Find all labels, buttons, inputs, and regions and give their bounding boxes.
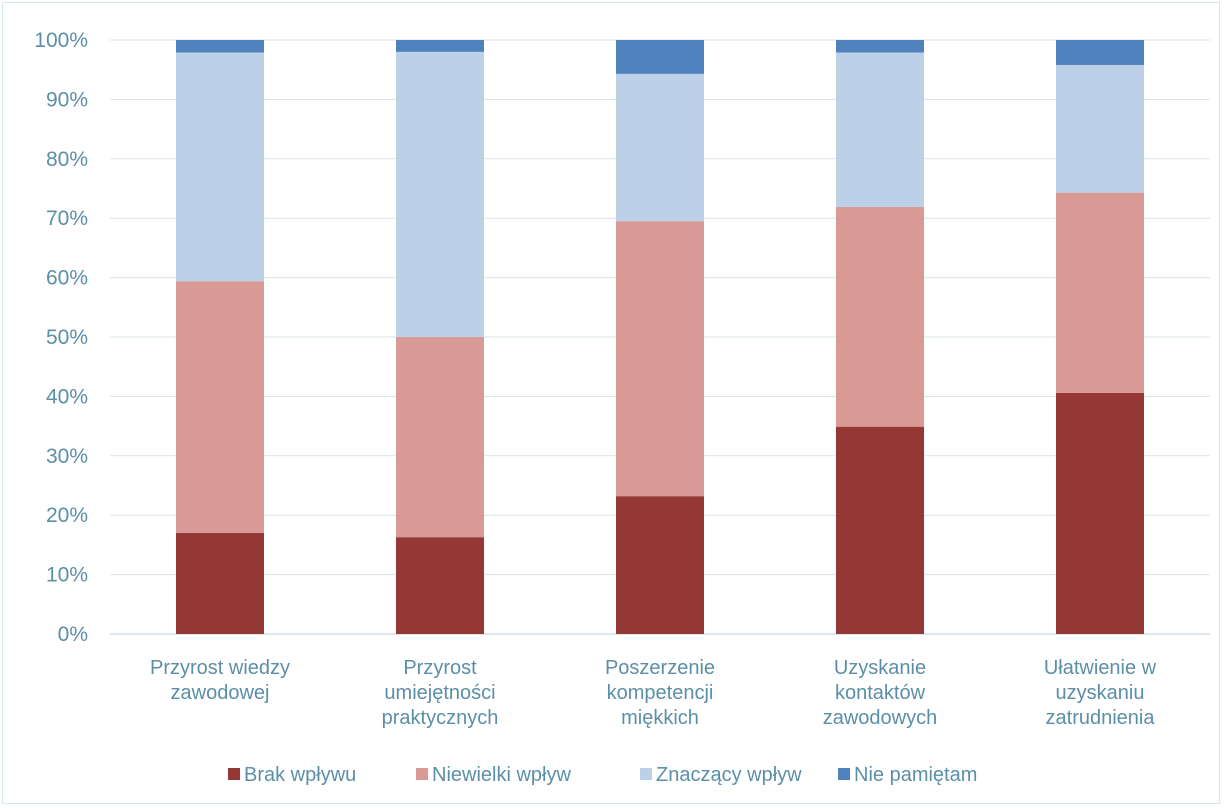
bar-segment: [396, 40, 484, 52]
bar-segment: [396, 537, 484, 634]
x-category-label-line: umiejętności: [384, 682, 495, 704]
x-category-label-line: zawodowych: [823, 707, 938, 729]
x-category-label-line: miękkich: [621, 707, 699, 729]
x-category-label: Przyrost umiejętności praktycznych: [382, 657, 499, 729]
y-tick-label: 10%: [46, 564, 88, 587]
y-tick-label: 60%: [46, 267, 88, 290]
y-axis: 0% 10% 20% 30% 40% 50% 60% 70% 80% 90% 100%: [34, 29, 88, 646]
legend-label: Nie pamiętam: [854, 764, 977, 786]
legend-label: Znaczący wpływ: [656, 764, 802, 786]
bar-segment: [176, 281, 264, 534]
bar-segment: [1056, 40, 1144, 65]
bar-segment: [176, 533, 264, 634]
legend-swatch: [640, 768, 652, 780]
x-axis: Przyrost wiedzy zawodowej Przyrost umiejętn…: [150, 657, 1157, 729]
x-category-label-line: Ułatwienie w: [1044, 657, 1157, 679]
bar-segment: [1056, 64, 1144, 193]
bar-segment: [1056, 192, 1144, 393]
bar-segment: [616, 496, 704, 634]
bar-segment: [616, 73, 704, 222]
x-category-label-line: Poszerzenie: [605, 657, 715, 679]
legend-swatch: [838, 768, 850, 780]
x-category-label-line: kompetencji: [607, 682, 714, 704]
bar-segment: [836, 206, 924, 427]
legend-label: Niewielki wpływ: [432, 764, 571, 786]
y-tick-label: 80%: [46, 148, 88, 171]
y-tick-label: 40%: [46, 385, 88, 408]
legend: Brak wpływu Niewielki wpływ Znaczący wpływ…: [228, 764, 977, 786]
bar-segment: [396, 337, 484, 538]
legend-label: Brak wpływu: [244, 764, 356, 786]
x-category-label-line: Uzyskanie: [834, 657, 926, 679]
bar-segment: [1056, 392, 1144, 634]
y-tick-label: 30%: [46, 445, 88, 468]
bar-segment: [836, 40, 924, 53]
y-tick-label: 0%: [58, 623, 88, 646]
x-category-label-line: zawodowej: [171, 682, 270, 704]
bar-segment: [176, 40, 264, 53]
bar-segment: [836, 52, 924, 207]
x-category-label-line: Przyrost: [403, 657, 477, 679]
y-tick-label: 70%: [46, 207, 88, 230]
x-category-label-line: zatrudnienia: [1046, 707, 1156, 729]
x-category-label: Przyrost wiedzy zawodowej: [150, 657, 290, 704]
bar-segment: [176, 52, 264, 282]
x-category-label-line: uzyskaniu: [1056, 682, 1145, 704]
bars: [176, 40, 1144, 634]
x-category-label-line: praktycznych: [382, 707, 499, 729]
y-tick-label: 100%: [34, 29, 88, 52]
y-tick-label: 20%: [46, 504, 88, 527]
bar-segment: [836, 426, 924, 634]
bar-segment: [616, 40, 704, 74]
y-tick-label: 50%: [46, 326, 88, 349]
legend-swatch: [228, 768, 240, 780]
y-tick-label: 90%: [46, 88, 88, 111]
x-category-label-line: kontaktów: [835, 682, 926, 704]
x-category-label-line: Przyrost wiedzy: [150, 657, 290, 679]
bar-segment: [616, 221, 704, 497]
x-category-label: Ułatwienie w uzyskaniu zatrudnienia: [1044, 657, 1157, 729]
bar-segment: [396, 51, 484, 337]
x-category-label: Poszerzenie kompetencji miękkich: [605, 657, 715, 729]
legend-swatch: [416, 768, 428, 780]
x-category-label: Uzyskanie kontaktów zawodowych: [823, 657, 938, 729]
